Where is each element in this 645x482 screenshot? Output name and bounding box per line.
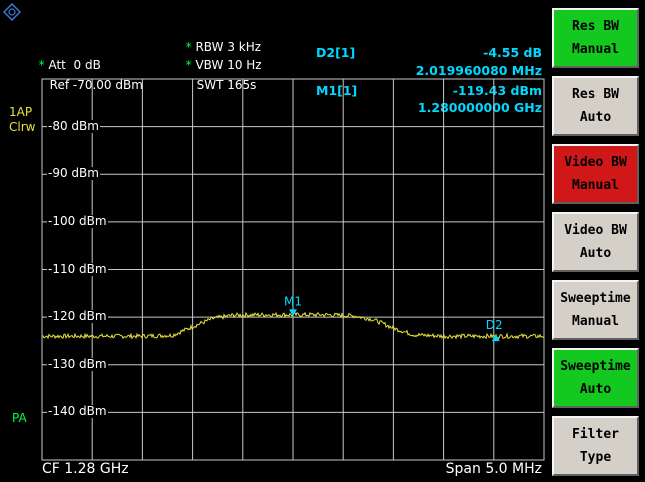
vbw-value: 10 Hz — [227, 58, 262, 72]
marker-m1-symbol — [289, 309, 297, 317]
att-label: Att — [48, 58, 66, 72]
rbw-label: RBW — [195, 40, 224, 54]
y-axis-tick-label: -120 dBm — [47, 309, 108, 324]
softkey-label-line2: Manual — [572, 314, 619, 329]
marker-d2-label: D2 — [486, 318, 503, 332]
d2-marker-level: -4.55 dB — [483, 45, 542, 60]
star-indicator: * — [185, 58, 192, 72]
rohde-schwarz-logo — [3, 3, 21, 21]
marker-layer: M1 D2 — [284, 294, 503, 342]
span: Span 5.0 MHz — [445, 461, 542, 477]
center-frequency: CF 1.28 GHz — [42, 461, 129, 477]
att-value: 0 dB — [73, 58, 101, 72]
plot-grid — [42, 79, 544, 460]
softkey-res-bw-auto-button[interactable]: Res BW Auto — [552, 76, 639, 136]
trace-mode-line2: Clrw — [9, 120, 36, 134]
softkey-label-line2: Manual — [572, 178, 619, 193]
softkey-video-bw-auto-button[interactable]: Video BW Auto — [552, 212, 639, 272]
m1-marker-frequency: 1.280000000 GHz — [417, 100, 542, 115]
softkey-label-line2: Auto — [579, 382, 612, 397]
softkey-label-line1: Res BW — [572, 19, 619, 34]
vbw-setting: * VBW 10 Hz — [178, 44, 262, 72]
y-axis-tick-label: -80 dBm — [47, 118, 100, 133]
swt-value: 165s — [227, 78, 257, 92]
softkey-label-line2: Manual — [572, 42, 619, 57]
ref-label: Ref — [49, 78, 70, 92]
y-axis-tick-label: -140 dBm — [47, 404, 108, 419]
d2-marker-frequency: 2.019960080 MHz — [415, 63, 542, 78]
star-indicator: * — [185, 40, 192, 54]
softkey-sweeptime-manual-button[interactable]: Sweeptime Manual — [552, 280, 639, 340]
vbw-label: VBW — [195, 58, 224, 72]
softkey-filter-type-button[interactable]: Filter Type — [552, 416, 639, 476]
d2-marker-name: D2[1] — [316, 45, 356, 60]
softkey-sweeptime-auto-button[interactable]: Sweeptime Auto — [552, 348, 639, 408]
star-indicator: * — [38, 58, 45, 72]
rbw-setting: * RBW 3 kHz — [178, 26, 261, 54]
y-axis-tick-label: -130 dBm — [47, 356, 108, 371]
softkey-label-line1: Video BW — [564, 155, 627, 170]
marker-m1-label: M1 — [284, 294, 302, 308]
softkey-label-line2: Auto — [579, 246, 612, 261]
y-axis-tick-label: -110 dBm — [47, 261, 108, 276]
rbw-value: 3 kHz — [227, 40, 262, 54]
softkey-label-line1: Sweeptime — [560, 359, 631, 374]
softkey-label-line1: Res BW — [572, 87, 619, 102]
softkey-res-bw-manual-button[interactable]: Res BW Manual — [552, 8, 639, 68]
trace-mode-label: 1AP Clrw — [9, 105, 35, 135]
att-setting: * Att 0 dB — [31, 44, 101, 72]
marker-d2-symbol — [491, 334, 500, 342]
softkey-video-bw-manual-button[interactable]: Video BW Manual — [552, 144, 639, 204]
swt-setting: SWT 165s — [189, 64, 257, 92]
y-axis-tick-label: -90 dBm — [47, 166, 100, 181]
m1-marker-name: M1[1] — [316, 83, 358, 98]
preamp-label: PA — [12, 411, 27, 425]
softkey-label-line1: Filter — [572, 427, 619, 442]
ref-setting: Ref -70.00 dBm — [42, 64, 143, 92]
softkey-label-line2: Type — [579, 450, 612, 465]
swt-label: SWT — [196, 78, 224, 92]
y-axis-tick-label: -100 dBm — [47, 213, 108, 228]
m1-marker-level: -119.43 dBm — [452, 83, 542, 98]
trace-mode-line1: 1AP — [9, 105, 33, 119]
softkey-label-line2: Auto — [579, 110, 612, 125]
softkey-label-line1: Video BW — [564, 223, 627, 238]
softkey-label-line1: Sweeptime — [560, 291, 631, 306]
